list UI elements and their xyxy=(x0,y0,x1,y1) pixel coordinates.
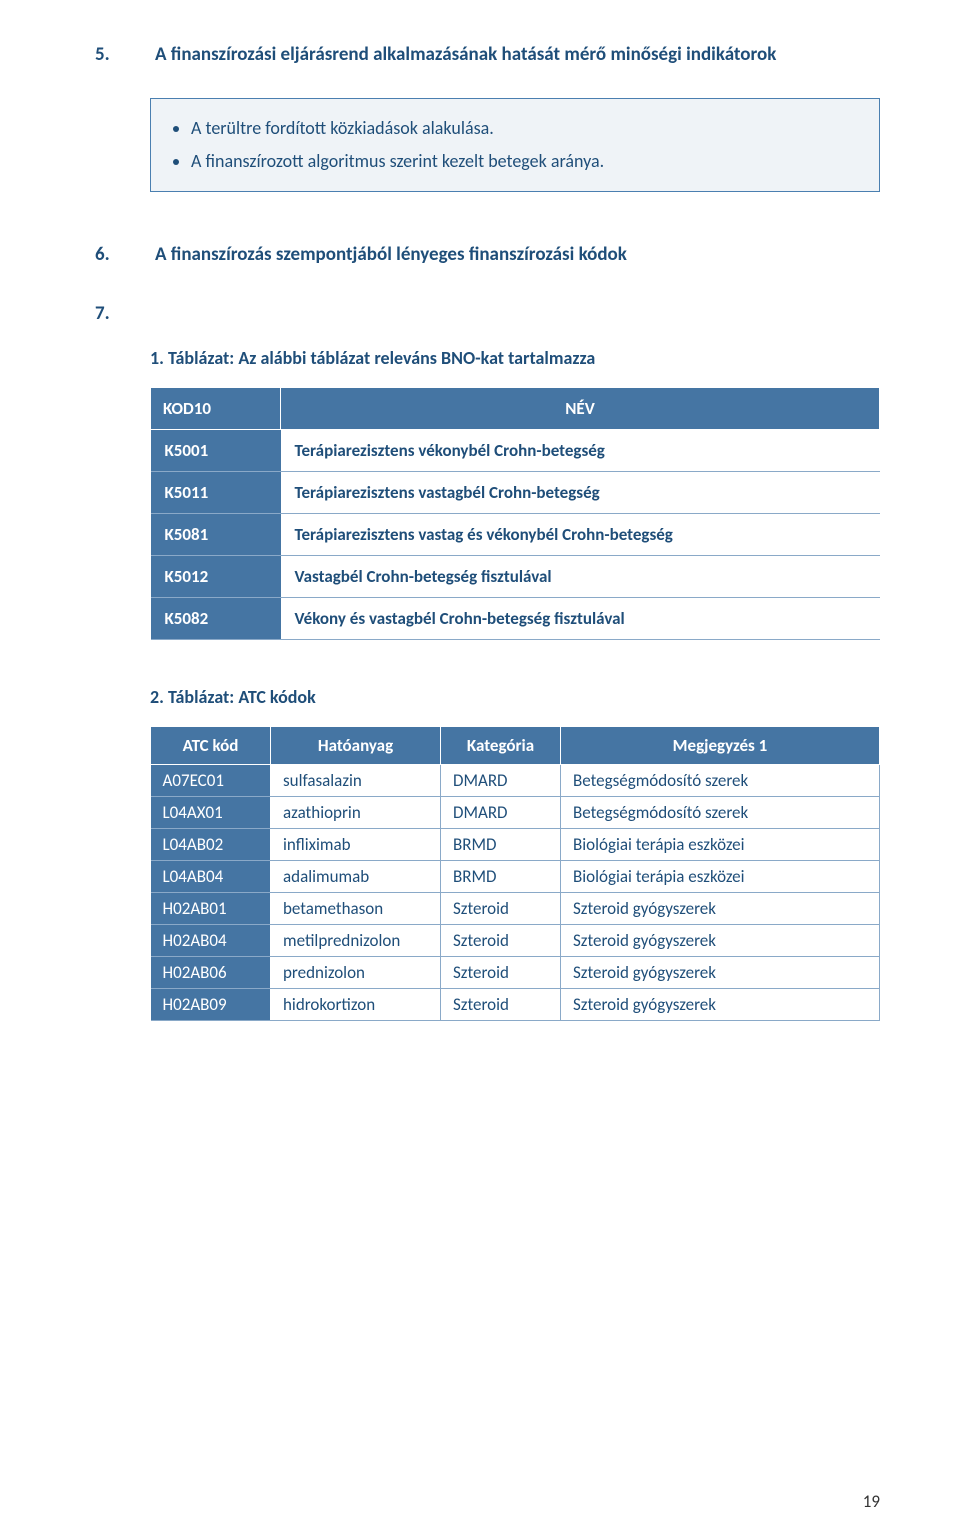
table-cell: L04AB04 xyxy=(151,861,271,893)
table-row: K5012Vastagbél Crohn-betegség fisztuláva… xyxy=(151,556,880,598)
table-2-caption: 2. Táblázat: ATC kódok xyxy=(150,686,880,708)
table-row: K5081Terápiarezisztens vastag és vékonyb… xyxy=(151,514,880,556)
table-1-caption: 1. Táblázat: Az alábbi táblázat releváns… xyxy=(150,347,880,369)
bno-codes-table: KOD10 NÉV K5001Terápiarezisztens vékonyb… xyxy=(150,387,880,640)
section-5-number: 5. xyxy=(95,40,155,70)
section-6-title: A finanszírozás szempontjából lényeges f… xyxy=(155,240,880,270)
table-cell: H02AB01 xyxy=(151,893,271,925)
table-cell: BRMD xyxy=(441,829,561,861)
table-cell: Szteroid xyxy=(441,957,561,989)
table-cell: DMARD xyxy=(441,797,561,829)
table-cell: Szteroid xyxy=(441,893,561,925)
section-5-title: A finanszírozási eljárásrend alkalmazásá… xyxy=(155,40,880,70)
table-row: A07EC01sulfasalazinDMARDBetegségmódosító… xyxy=(151,765,880,797)
table-cell: Szteroid gyógyszerek xyxy=(561,957,880,989)
table-header-cell: Kategória xyxy=(441,727,561,765)
table-row: K5001Terápiarezisztens vékonybél Crohn-b… xyxy=(151,430,880,472)
table-cell: Szteroid xyxy=(441,925,561,957)
table-cell: infliximab xyxy=(271,829,441,861)
page-number: 19 xyxy=(863,1491,880,1512)
section-7-number: 7. xyxy=(95,299,155,329)
table-header-cell: Hatóanyag xyxy=(271,727,441,765)
table-cell: H02AB09 xyxy=(151,989,271,1021)
table-header-row: ATC kód Hatóanyag Kategória Megjegyzés 1 xyxy=(151,727,880,765)
table-cell: Biológiai terápia eszközei xyxy=(561,861,880,893)
table-row: H02AB06prednizolonSzteroidSzteroid gyógy… xyxy=(151,957,880,989)
table-cell: K5001 xyxy=(151,430,281,472)
table-cell: Biológiai terápia eszközei xyxy=(561,829,880,861)
table-cell: H02AB06 xyxy=(151,957,271,989)
table-cell: betamethason xyxy=(271,893,441,925)
table-cell: Betegségmódosító szerek xyxy=(561,765,880,797)
table-header-cell: Megjegyzés 1 xyxy=(561,727,880,765)
table-header-row: KOD10 NÉV xyxy=(151,388,880,430)
table-cell: hidrokortizon xyxy=(271,989,441,1021)
table-cell: K5012 xyxy=(151,556,281,598)
section-6-number: 6. xyxy=(95,240,155,270)
table-cell: sulfasalazin xyxy=(271,765,441,797)
table-cell: K5081 xyxy=(151,514,281,556)
table-cell: Terápiarezisztens vastagbél Crohn-betegs… xyxy=(281,472,880,514)
table-cell: Vékony és vastagbél Crohn-betegség fiszt… xyxy=(281,598,880,640)
atc-codes-table: ATC kód Hatóanyag Kategória Megjegyzés 1… xyxy=(150,726,880,1021)
table-row: H02AB09hidrokortizonSzteroidSzteroid gyó… xyxy=(151,989,880,1021)
table-row: L04AB04adalimumabBRMDBiológiai terápia e… xyxy=(151,861,880,893)
table-cell: Terápiarezisztens vékonybél Crohn-betegs… xyxy=(281,430,880,472)
table-cell: K5011 xyxy=(151,472,281,514)
table-cell: K5082 xyxy=(151,598,281,640)
table-header-cell: KOD10 xyxy=(151,388,281,430)
table-cell: Szteroid gyógyszerek xyxy=(561,989,880,1021)
table-cell: H02AB04 xyxy=(151,925,271,957)
table-cell: Betegségmódosító szerek xyxy=(561,797,880,829)
table-cell: Terápiarezisztens vastag és vékonybél Cr… xyxy=(281,514,880,556)
table-cell: prednizolon xyxy=(271,957,441,989)
table-cell: DMARD xyxy=(441,765,561,797)
table-cell: metilprednizolon xyxy=(271,925,441,957)
table-row: H02AB01betamethasonSzteroidSzteroid gyóg… xyxy=(151,893,880,925)
table-header-cell: ATC kód xyxy=(151,727,271,765)
table-row: L04AX01azathioprinDMARDBetegségmódosító … xyxy=(151,797,880,829)
table-cell: A07EC01 xyxy=(151,765,271,797)
table-cell: L04AB02 xyxy=(151,829,271,861)
table-row: K5011Terápiarezisztens vastagbél Crohn-b… xyxy=(151,472,880,514)
table-row: L04AB02infliximabBRMDBiológiai terápia e… xyxy=(151,829,880,861)
table-cell: Szteroid gyógyszerek xyxy=(561,925,880,957)
table-cell: Vastagbél Crohn-betegség fisztulával xyxy=(281,556,880,598)
table-header-cell: NÉV xyxy=(281,388,880,430)
bullet-item: A finanszírozott algoritmus szerint keze… xyxy=(191,148,861,175)
section-6-heading: 6. A finanszírozás szempontjából lényege… xyxy=(95,240,880,270)
table-cell: adalimumab xyxy=(271,861,441,893)
section-5-heading: 5. A finanszírozási eljárásrend alkalmaz… xyxy=(95,40,880,70)
table-cell: azathioprin xyxy=(271,797,441,829)
indicator-bullet-box: A terültre fordított közkiadások alakulá… xyxy=(150,98,880,192)
table-row: K5082Vékony és vastagbél Crohn-betegség … xyxy=(151,598,880,640)
table-cell: L04AX01 xyxy=(151,797,271,829)
table-cell: Szteroid xyxy=(441,989,561,1021)
section-7-heading: 7. xyxy=(95,299,880,329)
table-row: H02AB04metilprednizolonSzteroidSzteroid … xyxy=(151,925,880,957)
bullet-item: A terültre fordított közkiadások alakulá… xyxy=(191,115,861,142)
table-cell: Szteroid gyógyszerek xyxy=(561,893,880,925)
table-cell: BRMD xyxy=(441,861,561,893)
